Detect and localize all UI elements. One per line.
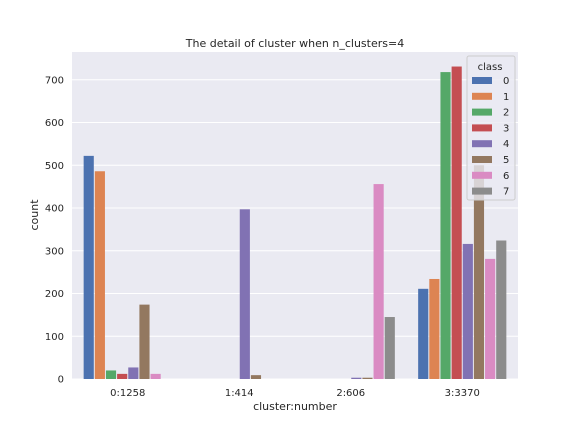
bars (83, 66, 507, 380)
legend-swatch (472, 77, 492, 84)
legend-label: 0 (503, 76, 509, 87)
legend-swatch (472, 156, 492, 163)
legend-swatch (472, 187, 492, 195)
y-tick-label: 100 (45, 332, 64, 343)
y-tick-label: 300 (45, 246, 64, 257)
y-tick-label: 500 (45, 161, 64, 172)
bar-3:3370-class-5 (473, 165, 485, 379)
bar-1:414-class-4 (239, 209, 250, 379)
legend-swatch (472, 124, 492, 132)
y-axis-label: count (28, 199, 41, 231)
legend-items: 0 1 2 3 4 5 6 7 (472, 76, 509, 198)
legend-label: 4 (503, 139, 509, 150)
bar-3:3370-class-2 (440, 72, 451, 379)
y-tick-label: 400 (45, 204, 64, 215)
legend-title: class (478, 62, 503, 73)
bar-0:1258-class-4 (128, 367, 139, 379)
bar-2:606-class-5 (362, 377, 373, 379)
legend-label: 2 (503, 108, 509, 119)
bar-0:1258-class-3 (117, 373, 128, 379)
plot-background (72, 52, 518, 379)
legend-swatch (472, 140, 492, 148)
legend-swatch (472, 92, 492, 100)
y-tick-label: 700 (45, 75, 64, 86)
x-tick-label: 0:1258 (110, 388, 145, 399)
legend-label: 3 (503, 123, 509, 134)
y-tick-label: 200 (45, 289, 64, 300)
bar-0:1258-class-5 (139, 304, 150, 379)
legend-swatch (472, 171, 492, 179)
y-tick-label: 600 (45, 118, 64, 129)
x-axis-label: cluster:number (253, 400, 337, 413)
legend-label: 5 (503, 155, 509, 166)
bar-3:3370-class-6 (485, 258, 496, 379)
y-tick-labels: 0 100 200 300 400 500 600 700 (45, 75, 64, 385)
x-tick-label: 1:414 (225, 388, 254, 399)
bar-1:414-class-5 (250, 375, 262, 379)
chart-title: The detail of cluster when n_clusters=4 (185, 37, 404, 50)
x-tick-label: 2:606 (336, 388, 365, 399)
bar-2:606-class-6 (373, 184, 384, 379)
bar-3:3370-class-4 (462, 243, 473, 379)
x-tick-label: 3:3370 (445, 388, 480, 399)
bar-3:3370-class-7 (496, 240, 507, 379)
x-tick-labels: 0:1258 1:414 2:606 3:3370 (110, 388, 480, 399)
bar-0:1258-class-1 (94, 171, 105, 379)
bar-3:3370-class-3 (451, 66, 462, 380)
bar-0:1258-class-2 (105, 370, 117, 379)
bar-3:3370-class-1 (429, 278, 440, 379)
legend-label: 1 (503, 92, 509, 103)
y-tick-label: 0 (58, 375, 64, 386)
bar-2:606-class-4 (351, 377, 362, 379)
bar-0:1258-class-0 (83, 155, 94, 379)
legend-swatch (472, 108, 492, 116)
bar-0:1258-class-6 (150, 373, 161, 379)
legend-label: 7 (503, 187, 509, 198)
legend-label: 6 (503, 171, 509, 182)
legend: class 0 1 2 3 4 5 6 7 (466, 55, 516, 201)
bar-2:606-class-7 (384, 317, 395, 379)
bar-3:3370-class-0 (418, 288, 429, 379)
